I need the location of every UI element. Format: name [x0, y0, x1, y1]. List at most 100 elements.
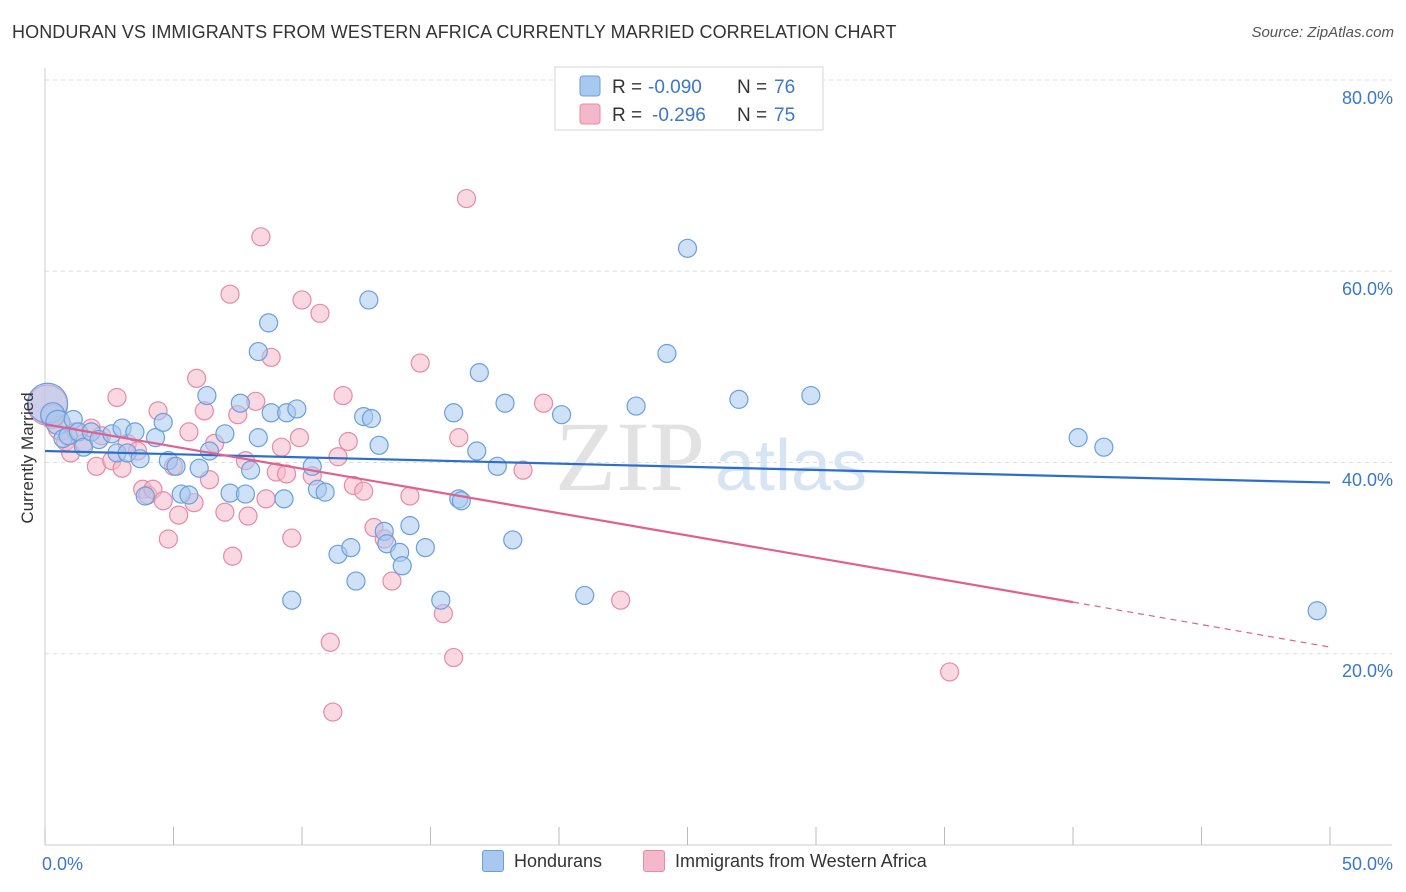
immigrant-point — [449, 428, 469, 448]
legend-swatch-immigrants-western-africa — [579, 103, 601, 125]
chart-title: HONDURAN VS IMMIGRANTS FROM WESTERN AFRI… — [12, 22, 897, 42]
honduran-point — [677, 238, 698, 258]
honduran-point — [657, 343, 677, 364]
honduran-point — [241, 460, 261, 480]
honduran-point — [197, 385, 217, 406]
honduran-point — [369, 435, 389, 455]
honduran-point — [179, 485, 199, 505]
immigrant-point — [107, 387, 127, 408]
bottom-legend-item-hondurans: Hondurans — [482, 850, 602, 872]
legend-r-label-hondurans: R = — [612, 77, 642, 98]
honduran-point — [230, 393, 250, 413]
immigrant-point — [256, 489, 276, 509]
immigrant-point — [611, 590, 631, 610]
legend-n-value-immigrants: 75 — [774, 105, 795, 126]
honduran-point — [235, 484, 256, 504]
stats-legend: R = -0.090 N = 76 R = -0.296 N = 75 — [554, 66, 824, 131]
immigrant-point — [328, 447, 348, 467]
honduran-point — [801, 385, 821, 406]
immigrant-point — [220, 284, 240, 304]
immigrant-point — [310, 303, 330, 323]
immigrant-point — [533, 393, 554, 413]
immigrant-point — [323, 702, 343, 722]
honduran-point — [166, 456, 186, 476]
y-axis-label: Currently Married — [18, 392, 37, 523]
immigrant-point — [354, 481, 374, 501]
immigrant-point — [153, 491, 173, 511]
honduran-point — [495, 393, 515, 413]
watermark: ZIP atlas — [555, 401, 867, 512]
immigrant-point — [251, 227, 271, 247]
honduran-point — [626, 396, 646, 416]
immigrant-point — [292, 290, 312, 310]
source-credit: Source: ZipAtlas.com — [1251, 24, 1394, 41]
immigrant-point — [444, 647, 464, 668]
honduran-point — [1068, 428, 1088, 448]
immigrant-point — [400, 486, 420, 506]
legend-n-label-hondurans: N = — [737, 77, 767, 98]
bottom-legend: Hondurans Immigrants from Western Africa — [0, 850, 1406, 880]
immigrant-point — [289, 428, 310, 448]
honduran-point — [248, 341, 268, 362]
tick-labels: 0.0% 50.0% 20.0% 40.0% 60.0% 80.0% — [42, 88, 1393, 874]
honduran-point — [487, 456, 507, 476]
honduran-point — [400, 516, 420, 536]
grid-lines — [45, 79, 1392, 655]
bottom-legend-swatch-hondurans — [482, 850, 504, 872]
bottom-legend-label-immigrants: Immigrants from Western Africa — [675, 850, 927, 871]
immigrant-point — [223, 546, 243, 566]
honduran-point — [359, 290, 379, 310]
legend-r-value-immigrants: -0.296 — [652, 105, 706, 126]
y-tick-label-80: 80.0% — [1342, 88, 1393, 108]
honduran-point — [215, 424, 235, 444]
honduran-point — [1307, 601, 1327, 621]
immigrant-point — [169, 505, 189, 525]
honduran-point — [392, 556, 412, 576]
honduran-point — [469, 363, 489, 383]
immigrant-point — [410, 353, 430, 373]
immigrant-point — [513, 460, 533, 480]
honduran-point — [287, 399, 307, 419]
honduran-point — [189, 458, 209, 478]
bottom-legend-label-hondurans: Hondurans — [514, 850, 603, 871]
x-tick-label-max: 50.0% — [1342, 854, 1393, 874]
trend-lines — [44, 423, 1331, 648]
immigrant-point — [320, 632, 340, 652]
honduran-point — [551, 405, 572, 425]
honduran-point — [341, 538, 361, 558]
axes — [44, 68, 1392, 846]
bottom-legend-item-immigrants: Immigrants from Western Africa — [643, 850, 927, 872]
honduran-point — [1094, 437, 1114, 457]
honduran-point — [258, 313, 279, 333]
y-tick-label-60: 60.0% — [1342, 279, 1393, 299]
honduran-point — [729, 389, 749, 409]
bottom-legend-swatch-immigrants — [643, 850, 665, 872]
honduran-point — [503, 530, 523, 550]
honduran-point — [467, 441, 487, 461]
honduran-point — [444, 403, 464, 423]
legend-r-value-hondurans: -0.090 — [648, 77, 702, 98]
honduran-point — [431, 590, 451, 610]
legend-r-label-immigrants: R = — [612, 105, 642, 126]
immigrant-point — [382, 571, 402, 591]
honduran-point — [361, 408, 381, 429]
y-tick-label-40: 40.0% — [1342, 470, 1393, 490]
honduran-point — [248, 428, 268, 448]
trend-line-hondurans — [44, 449, 1331, 484]
honduran-point — [315, 482, 335, 502]
immigrant-point — [456, 188, 477, 209]
legend-n-label-immigrants: N = — [737, 105, 767, 126]
immigrant-point — [158, 529, 178, 549]
honduran-point — [575, 585, 595, 606]
honduran-point — [346, 571, 366, 591]
immigrant-point — [238, 506, 258, 526]
honduran-point — [282, 590, 302, 610]
immigrant-point — [282, 528, 302, 548]
x-tick-label-min: 0.0% — [42, 854, 83, 874]
honduran-point — [153, 412, 173, 432]
honduran-point — [415, 538, 435, 558]
immigrant-point — [333, 385, 353, 406]
immigrant-point — [215, 502, 235, 522]
legend-swatch-hondurans — [579, 75, 601, 97]
